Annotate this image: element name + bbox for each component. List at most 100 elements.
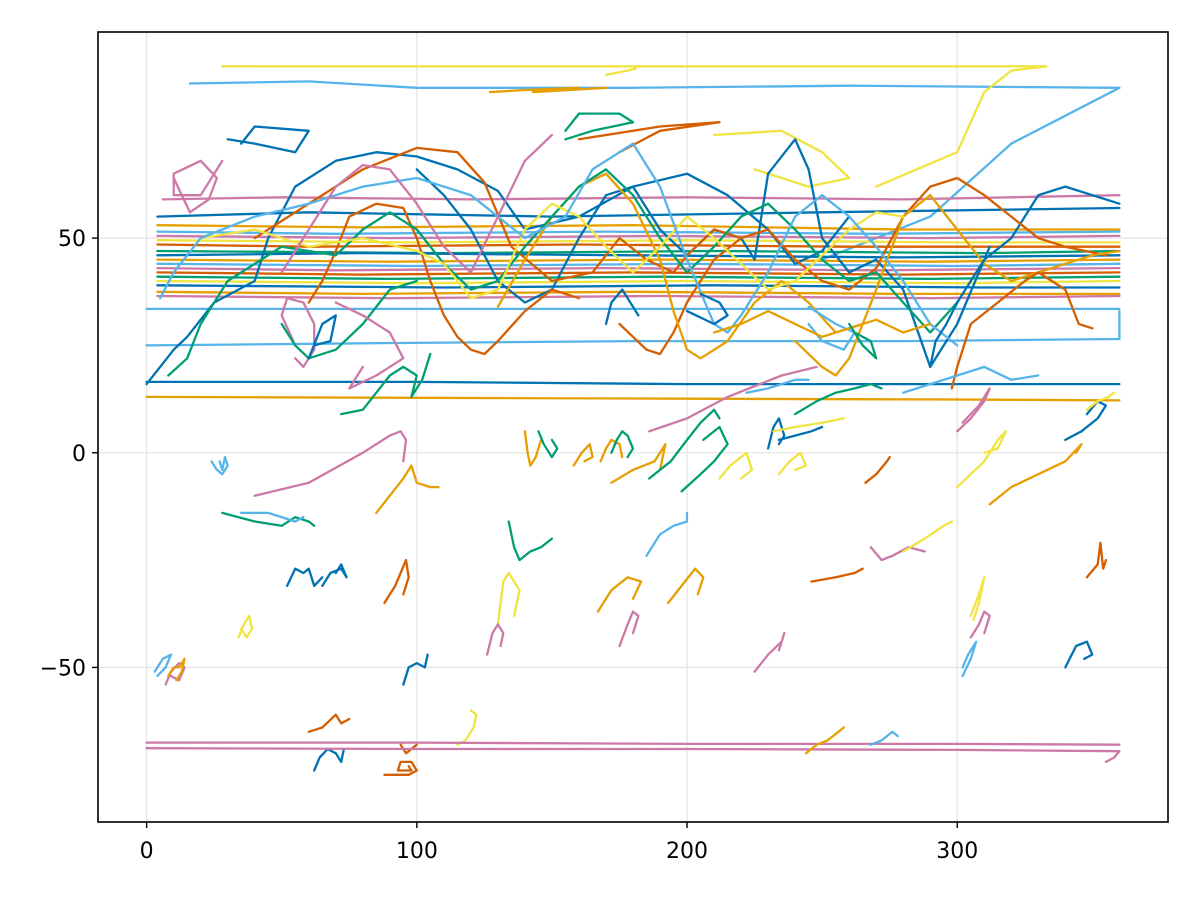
series-line-16	[156, 239, 1121, 244]
series-line-35	[253, 146, 743, 283]
series-line-11	[161, 194, 1121, 201]
series-line-6	[226, 125, 310, 154]
series-line-104	[718, 451, 754, 480]
series-line-15	[156, 234, 1121, 240]
series-line-73	[810, 567, 864, 583]
series-line-60	[221, 511, 316, 527]
series-line-71	[645, 511, 689, 557]
series-line-8	[564, 112, 635, 141]
series-line-47	[340, 352, 432, 416]
series-line-107	[772, 417, 845, 433]
series-line-30	[145, 309, 1121, 347]
series-line-113	[956, 430, 1008, 489]
series-line-102	[648, 365, 818, 433]
series-line-86	[307, 713, 351, 733]
series-line-32	[145, 395, 1121, 402]
y-tick-label-2: 50	[58, 227, 86, 252]
series-line-94	[869, 730, 899, 746]
series-line-9	[577, 121, 721, 154]
series-line-17	[156, 243, 1121, 248]
series-line-61	[240, 511, 305, 523]
series-line-101	[648, 408, 721, 480]
series-line-48	[307, 314, 337, 360]
series-line-115	[1085, 391, 1116, 411]
series-line-93	[804, 726, 845, 755]
series-line-95	[523, 430, 543, 467]
series-line-55	[604, 288, 640, 326]
x-tick-label-0: 0	[140, 839, 154, 864]
series-line-53	[929, 245, 991, 369]
series-line-14	[156, 230, 1121, 235]
series-line-80	[1085, 541, 1108, 579]
series-line-111	[956, 387, 991, 433]
series-line-105	[745, 378, 810, 394]
ticks: 0 100 200 300 −50 0 50	[40, 227, 979, 864]
series-line-10	[712, 129, 851, 188]
series-line-109	[777, 425, 824, 442]
series-line-56	[685, 292, 729, 326]
x-tick-label-1: 100	[396, 839, 438, 864]
series-line-112	[988, 443, 1083, 506]
series-line-13	[156, 224, 1121, 231]
series-line-51	[712, 309, 932, 338]
series-line-78	[969, 610, 991, 639]
series-line-108	[777, 451, 808, 476]
series-line-54	[902, 365, 1040, 394]
series-line-22	[156, 266, 1121, 272]
series-line-58	[210, 455, 229, 476]
series-line-68	[596, 576, 643, 613]
series-line-72	[753, 631, 786, 673]
series-line-85	[402, 653, 429, 686]
series-line-31	[145, 380, 1121, 386]
x-tick-label-3: 300	[936, 839, 978, 864]
series-line-50	[950, 271, 1094, 390]
series-line-7	[172, 159, 224, 214]
series-line-96	[537, 430, 559, 459]
series-line-39	[793, 194, 1121, 377]
series-line-41	[199, 202, 905, 300]
series-line-99	[610, 430, 635, 459]
series-line-43	[280, 133, 554, 274]
series-line-116	[864, 455, 891, 484]
series-line-46	[334, 301, 405, 390]
series-line-1	[604, 67, 637, 77]
series-line-75	[902, 520, 953, 553]
series-line-74	[869, 546, 926, 562]
y-tick-label-1: 0	[72, 442, 86, 467]
series-line-63	[321, 563, 348, 588]
series-line-27	[156, 290, 1121, 296]
series-line-83	[167, 657, 186, 682]
series-line-49	[807, 305, 856, 351]
series-line-77	[969, 576, 986, 622]
series-line-89	[383, 760, 418, 776]
series-line-37	[307, 202, 581, 356]
series-line-36	[618, 176, 1108, 356]
series-line-26	[156, 284, 1121, 289]
series-line-52	[848, 322, 878, 360]
series-line-70	[666, 567, 705, 605]
series-line-59	[375, 464, 440, 515]
x-tick-label-2: 200	[666, 839, 708, 864]
series-line-64	[383, 558, 410, 605]
series-group	[145, 65, 1121, 776]
series-line-25	[156, 279, 1121, 285]
series-line-98	[599, 438, 624, 463]
series-line-44	[280, 297, 316, 369]
series-line-57	[253, 430, 408, 497]
series-line-4	[875, 65, 1048, 188]
series-line-103	[680, 425, 729, 493]
series-line-92	[145, 747, 1121, 764]
series-line-67	[485, 623, 505, 656]
series-line-81	[153, 653, 173, 678]
series-line-88	[313, 747, 346, 772]
series-line-3	[488, 86, 608, 94]
series-line-65	[507, 520, 554, 562]
series-line-24	[156, 275, 1121, 281]
series-line-100	[610, 443, 667, 484]
series-line-42	[158, 142, 959, 347]
series-line-62	[285, 567, 324, 588]
series-line-2	[188, 80, 1121, 89]
series-line-84	[237, 614, 254, 639]
series-line-40	[167, 168, 959, 377]
